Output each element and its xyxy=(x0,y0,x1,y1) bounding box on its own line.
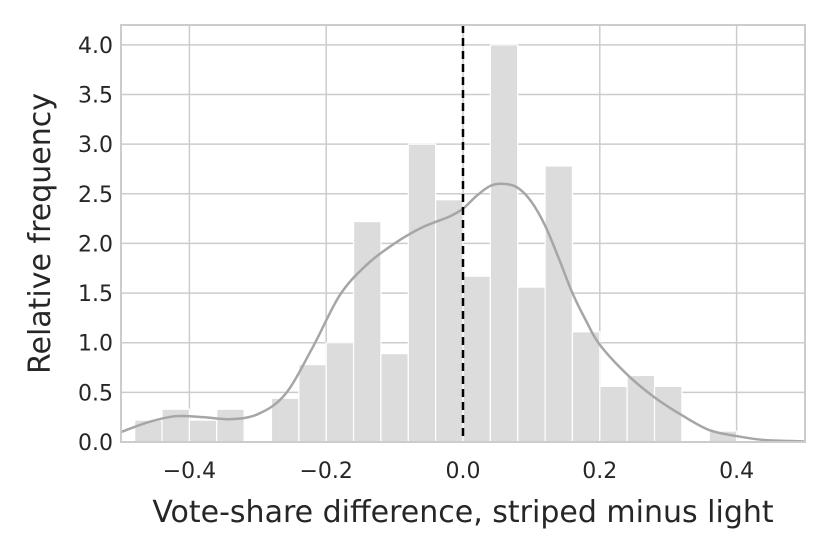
histogram-bar xyxy=(599,385,628,443)
y-tick-label: 1.5 xyxy=(78,282,113,307)
histogram-bar xyxy=(325,342,355,443)
kde-curve-group xyxy=(120,182,806,443)
kde-curve xyxy=(120,182,806,443)
histogram-bar xyxy=(653,385,683,443)
x-tick-label: 0.0 xyxy=(446,459,481,484)
y-axis-title: Relative frequency xyxy=(23,93,58,374)
x-tick-labels: −0.4 −0.2 0.0 0.2 0.4 xyxy=(163,459,754,484)
y-tick-label: 1.0 xyxy=(78,332,113,357)
histogram-bar xyxy=(571,331,601,443)
x-axis-title: Vote-share difference, striped minus lig… xyxy=(152,495,774,530)
histogram-bar xyxy=(407,143,437,443)
y-tick-label: 3.5 xyxy=(78,84,113,109)
plot-frame xyxy=(120,24,806,443)
y-tick-label: 3.0 xyxy=(78,133,113,158)
histogram-bar xyxy=(298,363,327,443)
y-tick-label: 4.0 xyxy=(78,34,113,59)
x-tick-label: 0.2 xyxy=(582,459,617,484)
x-tick-label: −0.2 xyxy=(299,459,352,484)
y-tick-labels: 0.0 0.5 1.0 1.5 2.0 2.5 3.0 3.5 4.0 xyxy=(78,34,113,456)
histogram-bar xyxy=(188,419,218,443)
histogram-bar xyxy=(161,408,190,443)
histogram-bars xyxy=(134,44,738,443)
x-tick-label: −0.4 xyxy=(163,459,216,484)
histogram-bar xyxy=(270,397,300,443)
histogram-bar xyxy=(489,44,519,443)
y-tick-label: 2.0 xyxy=(78,232,113,257)
x-tick-label: 0.4 xyxy=(719,459,754,484)
histogram-bar xyxy=(462,275,491,443)
histogram-bar xyxy=(544,165,574,443)
histogram-bar xyxy=(517,286,546,443)
y-tick-label: 0.0 xyxy=(78,431,113,456)
y-tick-label: 2.5 xyxy=(78,183,113,208)
histogram-bar xyxy=(380,353,409,443)
histogram-bar xyxy=(435,199,464,443)
y-tick-label: 0.5 xyxy=(78,381,113,406)
histogram-bar xyxy=(216,408,245,443)
